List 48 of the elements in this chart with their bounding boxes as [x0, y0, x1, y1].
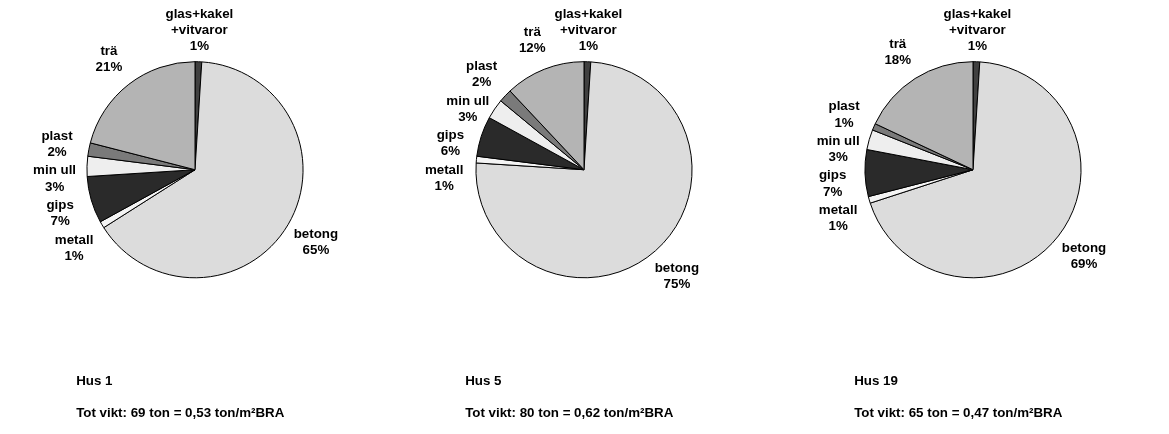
- text: Hus 19: [854, 372, 898, 388]
- data-label: 1%: [434, 178, 454, 194]
- data-label: 1%: [834, 114, 854, 130]
- slice-label: betong: [293, 225, 339, 241]
- data-label: 69%: [1070, 256, 1098, 272]
- slice-label: gips: [46, 196, 74, 212]
- data-label: 3%: [458, 108, 478, 124]
- slice-label: betong: [1061, 240, 1107, 256]
- slice-label: plast: [466, 58, 498, 74]
- slice-label: min ull: [446, 92, 490, 108]
- text: Tot vikt: 69 ton = 0,53 ton/m²BRA: [76, 405, 285, 421]
- slice-label: gips: [436, 127, 465, 143]
- slice-label: min ull: [816, 132, 860, 148]
- slice-label: glas+kakel +vitvaror: [943, 5, 1012, 37]
- data-label: 1%: [578, 38, 599, 54]
- data-label: 7%: [822, 183, 843, 199]
- data-label: 3%: [44, 178, 65, 194]
- slice-label: betong: [654, 259, 700, 275]
- data-label: 1%: [189, 38, 210, 54]
- slice-label: trä: [889, 35, 907, 51]
- slice-label: metall: [54, 231, 94, 247]
- data-label: 7%: [50, 213, 70, 229]
- data-label: 2%: [471, 74, 492, 90]
- data-label: 12%: [518, 39, 546, 55]
- slice-label: plast: [828, 98, 861, 114]
- slice-label: glas+kakel +vitvaror: [165, 5, 234, 37]
- slice-label: glas+kakel +vitvaror: [554, 5, 623, 37]
- data-label: 3%: [828, 149, 848, 165]
- data-label: 1%: [967, 38, 988, 54]
- data-label: 75%: [663, 275, 691, 291]
- slice-label: metall: [818, 202, 858, 218]
- slice-label: trä: [100, 43, 119, 59]
- text: Hus 5: [465, 372, 503, 388]
- slice-label: metall: [424, 161, 464, 177]
- data-label: 65%: [302, 241, 330, 257]
- data-label: 21%: [95, 59, 123, 75]
- text: Hus 1: [76, 372, 114, 388]
- slice-label: plast: [41, 127, 74, 143]
- slice-label: min ull: [33, 162, 77, 178]
- data-label: 1%: [828, 218, 848, 234]
- slice-label: gips: [818, 167, 847, 183]
- text: Tot vikt: 80 ton = 0,62 ton/m²BRA: [465, 405, 674, 421]
- text: Tot vikt: 65 ton = 0,47 ton/m²BRA: [854, 405, 1063, 421]
- data-label: 2%: [47, 144, 67, 160]
- slice-label: trä: [523, 23, 542, 39]
- data-label: 6%: [440, 143, 461, 159]
- data-label: 18%: [884, 51, 912, 67]
- data-label: 1%: [64, 247, 84, 263]
